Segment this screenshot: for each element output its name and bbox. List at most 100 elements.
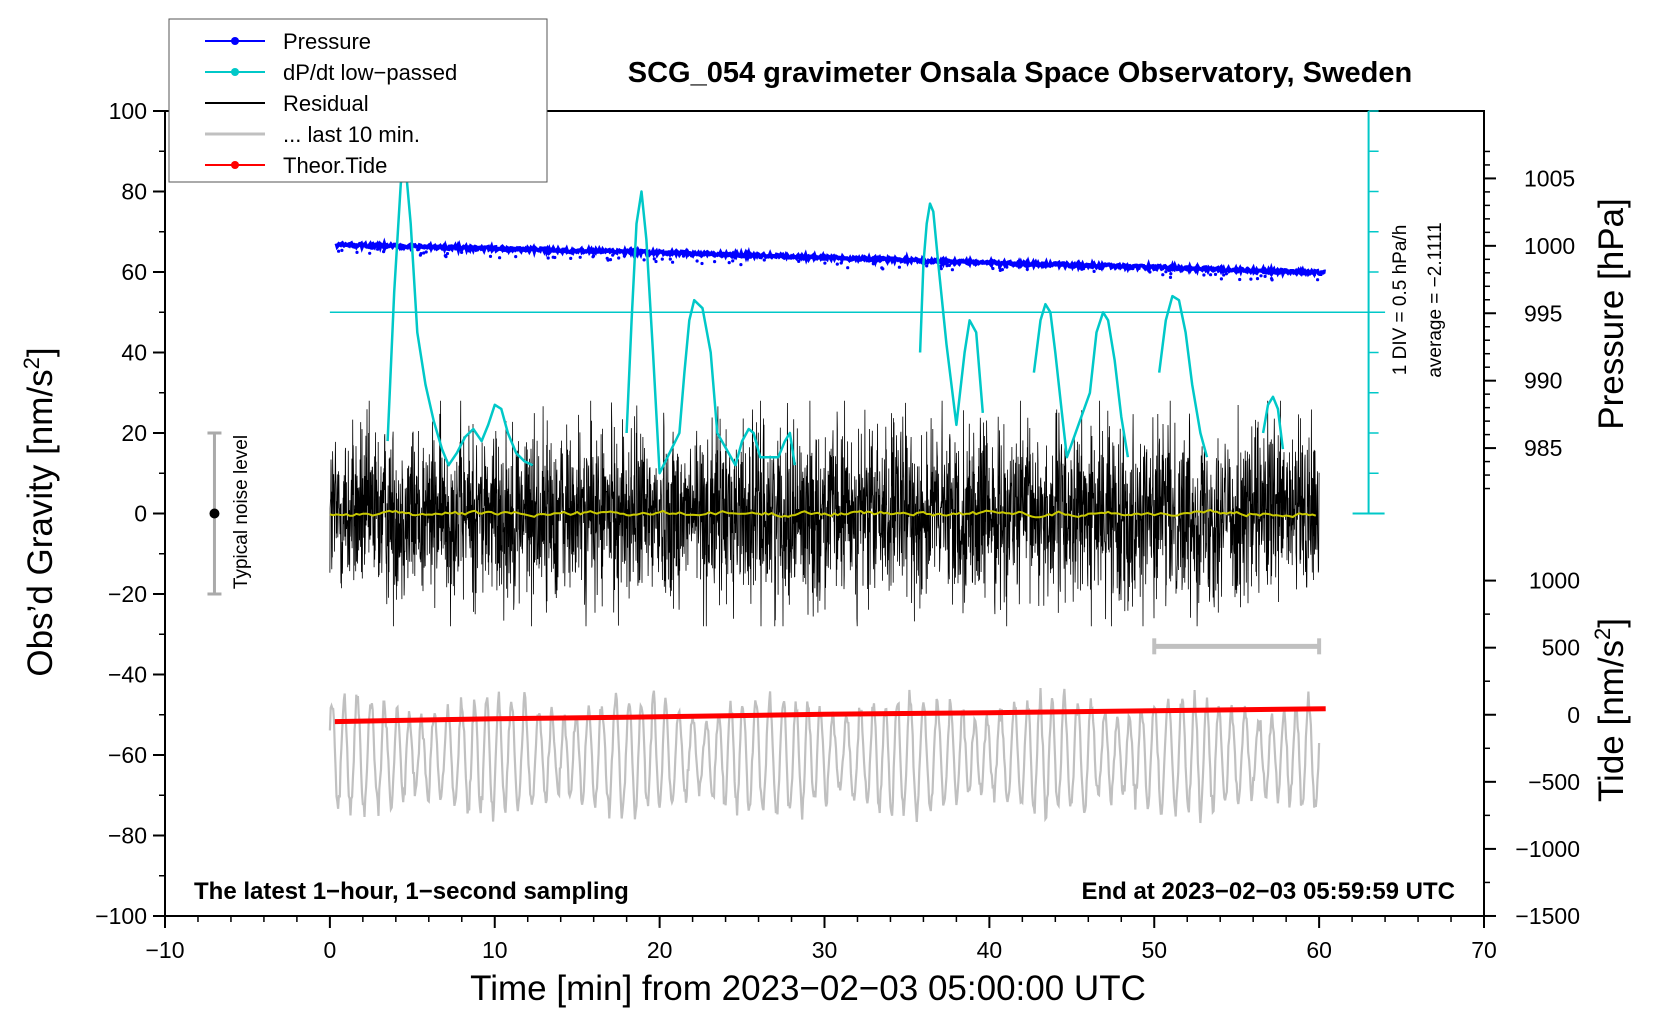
pressure-point — [742, 255, 746, 259]
pressure-point — [797, 259, 801, 263]
pressure-point — [690, 254, 694, 258]
series-dpdt — [918, 202, 985, 427]
chart-title: SCG_054 gravimeter Onsala Space Observat… — [628, 57, 1412, 89]
pressure-point — [1025, 267, 1029, 271]
pressure-point — [569, 256, 573, 260]
pressure-point — [514, 255, 518, 259]
x-tick-label: 40 — [977, 937, 1003, 963]
pressure-point — [823, 261, 827, 265]
pressure-point — [1092, 269, 1096, 273]
pressure-point — [1148, 270, 1152, 274]
y-axis-title-right-tide-main: Tide [nm/s — [1592, 640, 1631, 802]
pressure-point — [1087, 264, 1091, 268]
pressure-point — [1264, 271, 1268, 275]
pressure-point — [1309, 271, 1313, 275]
pressure-tick-label: 985 — [1524, 435, 1562, 461]
series-residual — [329, 400, 1320, 627]
pressure-point — [1224, 272, 1228, 276]
tick-layer: −10 0 10 20 30 40 50 60 70100806040200−20−40−60−… — [95, 98, 1580, 963]
pressure-point — [469, 248, 473, 252]
scale-bar-label-average: average = −2.1111 — [1425, 222, 1446, 377]
pressure-point — [739, 263, 743, 267]
pressure-point — [1202, 273, 1206, 277]
series-pressure — [334, 237, 1326, 279]
pressure-point — [885, 259, 890, 263]
pressure-point — [1137, 266, 1141, 270]
legend-label: Theor.Tide — [283, 153, 387, 178]
pressure-point — [1255, 277, 1260, 281]
legend-label: dP/dt low−passed — [283, 60, 457, 85]
legend-marker — [231, 68, 239, 76]
pressure-point — [871, 262, 875, 266]
y-tick-label: 20 — [121, 420, 147, 446]
x-tick-label: 60 — [1306, 937, 1332, 963]
annotation-layer — [207, 110, 1385, 655]
pressure-point — [498, 256, 502, 260]
pressure-point — [945, 264, 949, 268]
legend-marker — [231, 161, 239, 169]
scale-bar-label-div: 1 DIV = 0.5 hPa/h — [1390, 225, 1411, 376]
series-last-10-min — [328, 688, 1321, 824]
pressure-point — [1312, 273, 1317, 277]
pressure-point — [665, 253, 670, 257]
pressure-point — [681, 254, 686, 258]
pressure-point — [546, 256, 550, 260]
pressure-point — [553, 255, 557, 260]
pressure-point — [846, 266, 850, 270]
y-tick-label: 100 — [109, 98, 147, 124]
pressure-point — [1316, 278, 1320, 282]
pressure-point — [1000, 268, 1005, 272]
x-tick-label: 70 — [1471, 937, 1497, 963]
pressure-point — [700, 261, 704, 266]
legend-label: ... last 10 min. — [283, 122, 420, 147]
pressure-point — [1127, 266, 1131, 270]
pressure-point — [642, 258, 646, 262]
x-tick-label: 0 — [323, 937, 336, 963]
pressure-point — [1164, 270, 1168, 274]
series-dpdt — [386, 166, 534, 467]
pressure-point — [608, 258, 613, 262]
legend-label: Pressure — [283, 29, 371, 54]
pressure-point — [1005, 265, 1009, 269]
pressure-point — [488, 254, 493, 258]
pressure-point — [1080, 267, 1084, 271]
tide-tick-label: −1000 — [1515, 836, 1580, 862]
pressure-tick-label: 1000 — [1524, 233, 1575, 259]
pressure-point — [727, 261, 731, 265]
pressure-point — [622, 254, 627, 258]
series-theor-tide — [334, 706, 1326, 725]
pressure-point — [416, 248, 420, 252]
pressure-point — [424, 250, 428, 254]
pressure-point — [947, 263, 952, 267]
pressure-point — [1255, 271, 1259, 275]
pressure-point — [368, 251, 372, 255]
y-tick-label: −80 — [108, 823, 147, 849]
tide-tick-label: −500 — [1528, 769, 1580, 795]
pressure-point — [1249, 277, 1253, 281]
noise-bar-center — [209, 508, 220, 519]
pressure-point — [1167, 268, 1171, 272]
pressure-point — [1098, 266, 1102, 271]
pressure-point — [654, 251, 658, 256]
pressure-point — [591, 255, 595, 259]
pressure-point — [957, 262, 961, 266]
x-tick-label: 30 — [812, 937, 838, 963]
pressure-point — [695, 259, 699, 263]
pressure-tick-label: 1005 — [1524, 165, 1575, 191]
x-tick-label: 10 — [482, 937, 508, 963]
pressure-point — [376, 245, 380, 249]
pressure-point — [347, 244, 351, 248]
pressure-point — [1008, 262, 1013, 266]
series-dpdt — [625, 190, 797, 475]
pressure-point — [1219, 277, 1223, 281]
pressure-point — [1213, 272, 1218, 276]
pressure-point — [460, 250, 464, 254]
pressure-point — [545, 250, 550, 254]
pressure-point — [835, 262, 839, 266]
y-tick-label: −60 — [108, 742, 147, 768]
x-axis-title: Time [min] from 2023−02−03 05:00:00 UTC — [470, 969, 1146, 1008]
pressure-point — [1023, 264, 1027, 268]
y-axis-title-left-sup: 2 — [19, 357, 44, 369]
pressure-point — [419, 252, 423, 256]
